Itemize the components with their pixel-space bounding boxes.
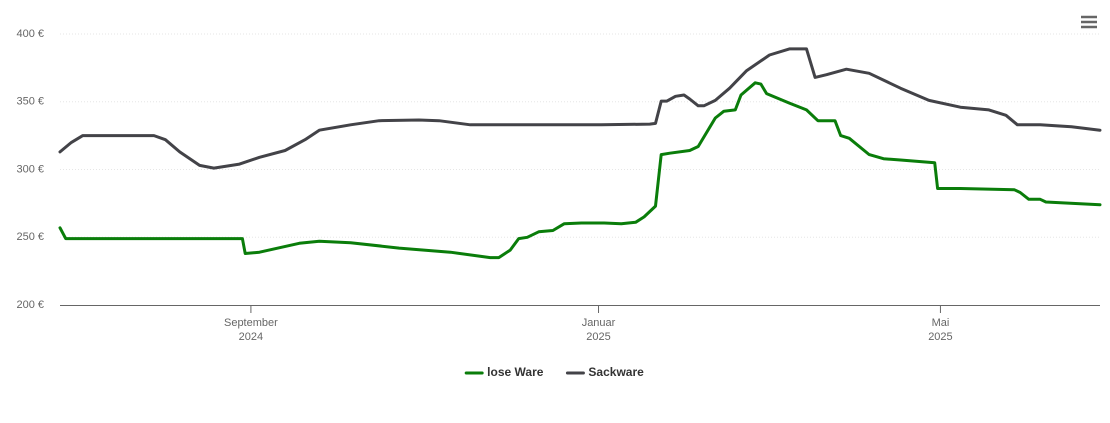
y-tick-label: 250 € <box>16 231 44 243</box>
legend-label: lose Ware <box>487 365 544 379</box>
y-tick-label: 400 € <box>16 28 44 40</box>
legend-label: Sackware <box>588 365 644 379</box>
legend: lose Ware Sackware <box>464 365 644 379</box>
x-tick-label: Mai 2025 <box>928 317 953 343</box>
x-tick-label: September 2024 <box>223 317 278 343</box>
x-tick-label: Januar 2025 <box>581 317 616 343</box>
y-tick-label: 300 € <box>16 163 44 175</box>
legend-item[interactable]: lose Ware <box>464 365 544 379</box>
menu-button[interactable] <box>1078 12 1100 32</box>
legend-item[interactable]: Sackware <box>565 365 644 379</box>
line-series <box>58 81 1102 260</box>
line-series <box>58 47 1102 170</box>
y-tick-label: 200 € <box>16 299 44 311</box>
y-tick-label: 350 € <box>16 96 44 108</box>
